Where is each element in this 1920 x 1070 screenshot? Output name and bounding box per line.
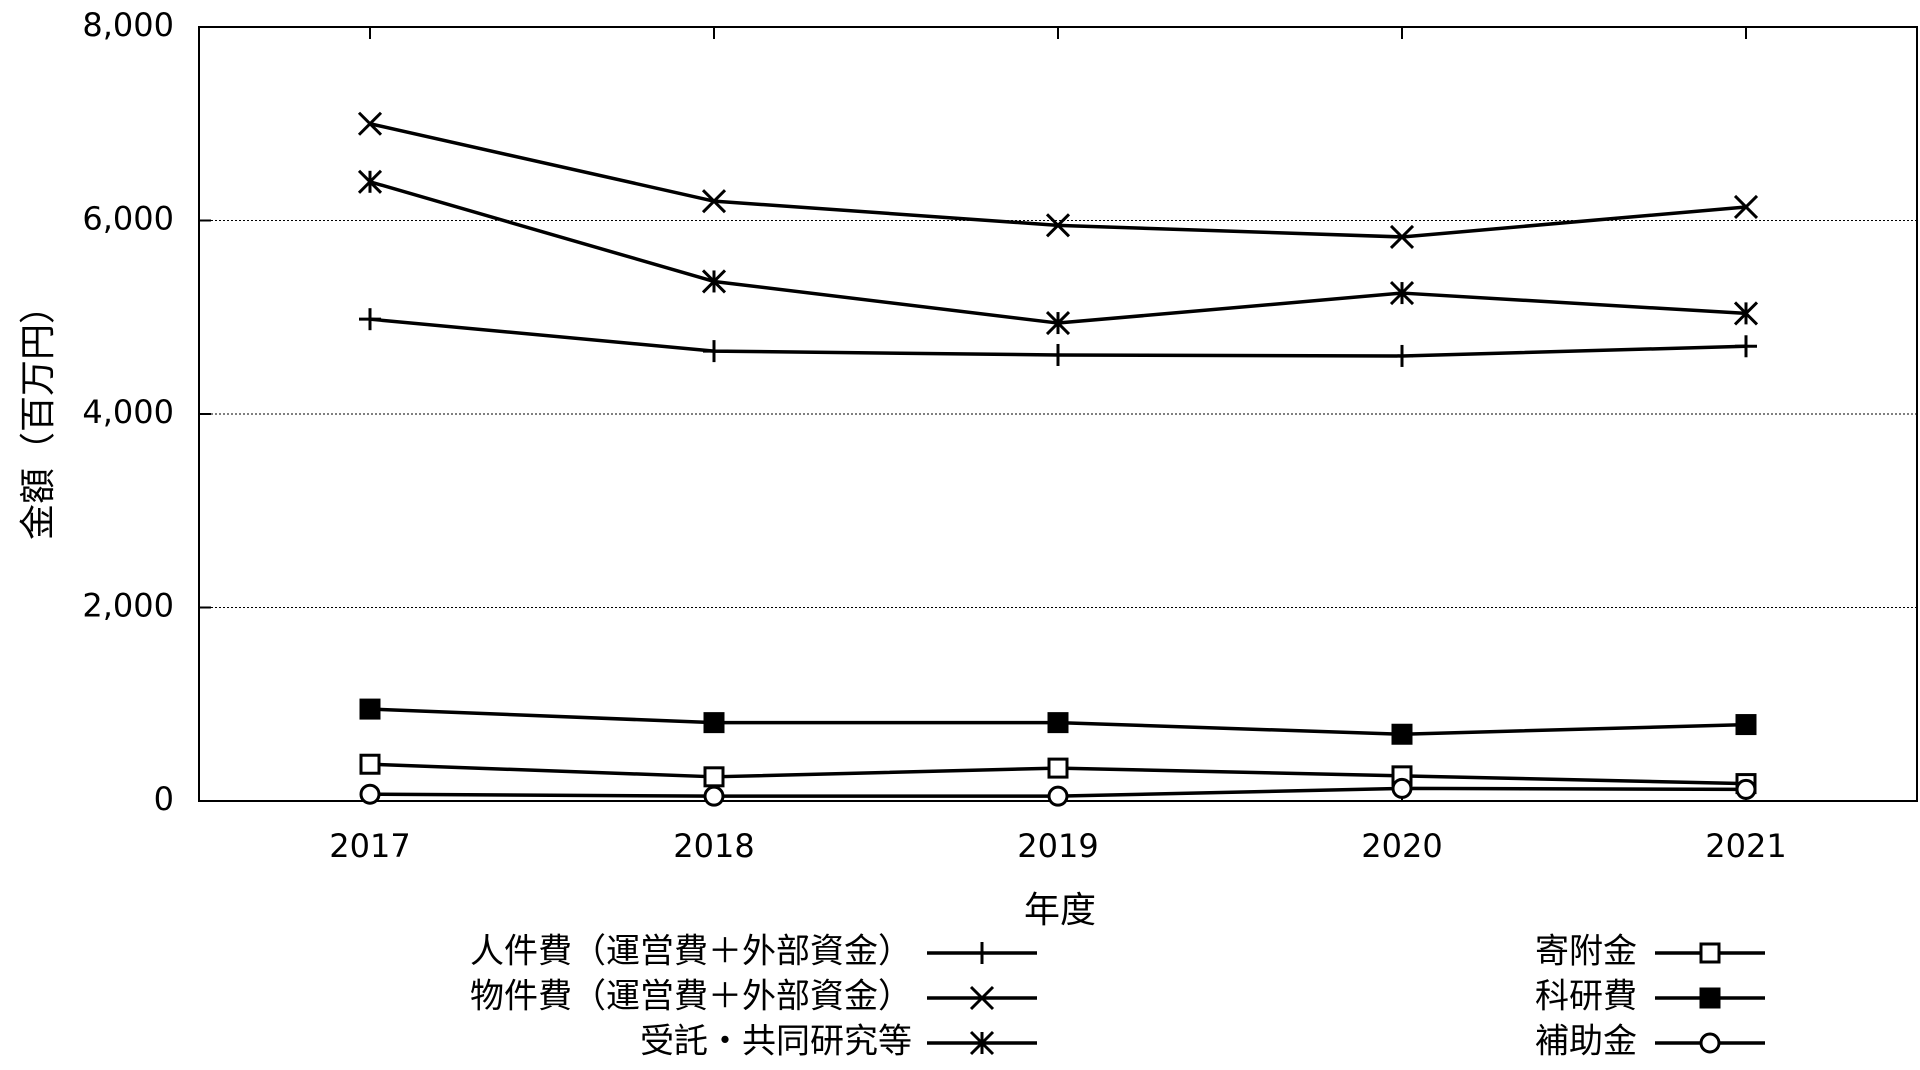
data-point-marker (703, 766, 725, 788)
x-tick-label: 2018 (673, 827, 754, 865)
data-point-marker (1389, 281, 1415, 306)
data-point-marker (703, 712, 725, 734)
y-tick-label: 6,000 (82, 200, 174, 238)
legend-entry: 人件費（運営費＋外部資金） (470, 932, 1037, 972)
y-tick-label: 4,000 (82, 393, 174, 431)
legend-entry: 受託・共同研究等 (640, 1022, 1037, 1062)
x-tick-label: 2017 (329, 827, 410, 865)
data-point-marker (1391, 777, 1413, 799)
legend-entry: 補助金 (1535, 1022, 1765, 1062)
legend-label: 人件費（運営費＋外部資金） (470, 932, 912, 972)
series (357, 169, 1759, 336)
data-point-marker (359, 308, 381, 331)
legend-label: 寄附金 (1535, 932, 1637, 972)
y-axis-title: 金額（百万円） (18, 288, 59, 540)
data-point-marker (1735, 714, 1757, 736)
data-point-marker (1047, 712, 1069, 734)
data-point-marker (1045, 213, 1071, 238)
data-point-marker (969, 985, 995, 1011)
legend-label: 物件費（運営費＋外部資金） (470, 977, 912, 1017)
series-line (369, 122, 1747, 239)
data-point-marker (1045, 310, 1071, 336)
data-point-marker (1699, 987, 1721, 1009)
data-point-marker (1047, 785, 1069, 807)
data-point-marker (703, 785, 725, 807)
data-point-marker (1391, 723, 1413, 745)
x-axis-ticks: 2017 2018 2019 2020 2021 (329, 27, 1787, 865)
y-tick-label: 8,000 (82, 6, 174, 44)
data-point-marker (1699, 942, 1721, 964)
data-point-marker (357, 169, 383, 194)
data-point-marker (701, 269, 727, 294)
data-point-marker (1047, 757, 1069, 779)
data-point-marker (701, 189, 727, 214)
data-point-marker (1733, 301, 1759, 326)
legend: 人件費（運営費＋外部資金） 物件費（運営費＋外部資金） 受託・共同研究等 寄附金科研費… (470, 932, 1765, 1062)
series-line (369, 180, 1747, 325)
data-point-marker (1733, 194, 1759, 220)
legend-label: 科研費 (1535, 977, 1637, 1017)
data-point-marker (1699, 1032, 1721, 1054)
data-point-marker (1391, 344, 1413, 367)
data-point-marker (1047, 343, 1069, 366)
y-axis-ticks: 0 2,000 4,000 6,000 8,000 (82, 6, 211, 818)
data-point-marker (359, 783, 381, 805)
series (359, 308, 1757, 367)
legend-entry: 寄附金 (1535, 932, 1765, 972)
data-point-marker (703, 340, 725, 363)
x-tick-label: 2019 (1017, 827, 1098, 865)
data-point-marker (357, 111, 383, 136)
legend-label: 受託・共同研究等 (640, 1022, 912, 1062)
x-tick-label: 2020 (1361, 827, 1442, 865)
data-point-marker (1389, 224, 1415, 250)
series-lines (357, 111, 1759, 807)
y-tick-label: 0 (154, 780, 174, 818)
series (359, 777, 1757, 807)
grid-lines (199, 220, 1917, 608)
x-tick-label: 2021 (1705, 827, 1786, 865)
data-point-marker (359, 753, 381, 775)
data-point-marker (1735, 335, 1757, 358)
y-tick-label: 2,000 (82, 587, 174, 625)
series (357, 111, 1759, 250)
data-point-marker (359, 698, 381, 720)
data-point-marker (1735, 778, 1757, 800)
legend-entry: 科研費 (1535, 977, 1765, 1017)
x-axis-title: 年度 (1024, 890, 1096, 931)
legend-label: 補助金 (1535, 1022, 1637, 1062)
data-point-marker (969, 1030, 995, 1056)
series (359, 698, 1757, 745)
data-point-marker (971, 942, 993, 964)
legend-entry: 物件費（運営費＋外部資金） (470, 977, 1037, 1017)
